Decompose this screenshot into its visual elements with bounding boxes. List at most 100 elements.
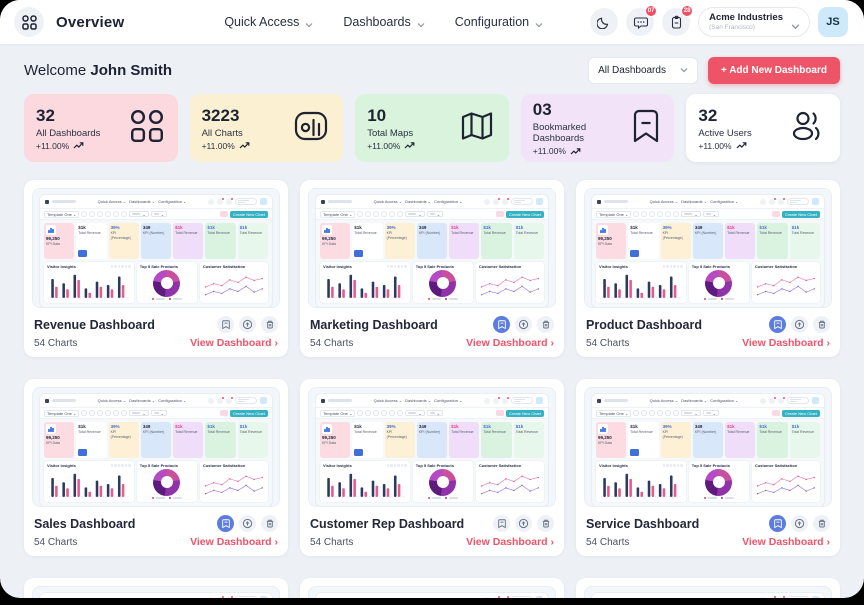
thumb-mini-navbar: Quick Access ⌄Dashboards ⌄Configuration … [316,593,548,598]
dashboard-card-partial[interactable]: Quick Access ⌄Dashboards ⌄Configuration … [24,578,288,598]
thumb-donut-chart: Top 5 Sale Products [136,461,197,502]
dashboard-card-partial[interactable]: Quick Access ⌄Dashboards ⌄Configuration … [576,578,840,598]
view-dashboard-link[interactable]: View Dashboard › [742,337,830,349]
dashboard-thumbnail: Quick Access ⌄Dashboards ⌄Configuration … [584,387,832,507]
bookmark-icon [221,519,230,529]
stat-delta: +11.00% [36,141,100,151]
stat-label: Bookmarked Dashboards [532,122,587,144]
view-dashboard-link[interactable]: View Dashboard › [190,536,278,548]
stat-card-active-users: 32 Active Users +11.00% [686,94,840,162]
map-icon [461,111,492,140]
dashboard-card-sales-dashboard[interactable]: Quick Access ⌄ Dashboards ⌄ Configuration … [24,379,288,556]
add-new-dashboard-button[interactable]: + Add New Dashboard [707,56,840,84]
delete-button[interactable] [813,316,830,333]
stat-card-total-maps: 10 Total Maps +11.00% [355,94,509,162]
share-button[interactable] [515,515,532,532]
thumb-bar-chart: Visitor Insights [320,262,410,303]
thumb-donut-chart: Top 5 Sale Products [412,461,473,502]
dashboard-card-title: Marketing Dashboard [310,317,438,332]
share-button[interactable] [515,316,532,333]
bookmark-button[interactable] [493,515,510,532]
dashboard-card-customer-rep-dashboard[interactable]: Quick Access ⌄ Dashboards ⌄ Configuration … [300,379,564,556]
trash-icon [818,519,825,528]
share-button[interactable] [239,515,256,532]
stat-card-all-charts: 3223 All Charts +11.00% [189,94,344,162]
user-avatar[interactable]: JS [818,7,848,37]
stat-value: 32 [36,105,55,125]
share-icon [242,518,253,529]
share-button[interactable] [791,515,808,532]
thumb-bar-chart: Visitor Insights [596,461,686,502]
dashboard-card-title: Revenue Dashboard [34,317,155,332]
dashboard-card-revenue-dashboard[interactable]: Quick Access ⌄ Dashboards ⌄ Configuration … [24,180,288,357]
users-icon [792,111,820,140]
chevron-down-icon [305,18,313,28]
dark-mode-toggle[interactable] [590,8,619,36]
share-button[interactable] [239,316,256,333]
org-name: Acme Industries [709,11,783,23]
navbar-actions: 07 28 Acme Industries (San Francisco) [590,5,848,37]
view-dashboard-link[interactable]: View Dashboard › [190,337,278,349]
charts-count: 54 Charts [586,536,630,548]
thumb-mini-navbar: Quick Access ⌄Dashboards ⌄Configuration … [592,394,824,407]
stat-value: 32 [698,105,718,125]
tasks-button[interactable]: 28 [662,5,694,36]
dashboard-filter-select[interactable]: All Dashboards [588,56,698,84]
thumb-donut-chart: Top 5 Sale Products [412,262,473,303]
dashboard-card-marketing-dashboard[interactable]: Quick Access ⌄ Dashboards ⌄ Configuration … [300,180,564,357]
thumb-toolbar: Template One ⌄ ⌄ ⌄ Create New Chart [592,407,824,419]
bookmark-icon [634,109,659,142]
delete-button[interactable] [537,316,554,333]
nav-dashboards[interactable]: Dashboards [343,15,425,29]
delete-button[interactable] [261,316,278,333]
thumb-line-chart: Customer Satisfaction [475,262,544,303]
delete-button[interactable] [537,515,554,532]
stat-delta: +11.00% [367,141,415,151]
view-dashboard-link[interactable]: View Dashboard › [466,337,554,349]
trash-icon [266,519,273,528]
page-title: Overview [56,13,125,31]
messages-button[interactable]: 07 [626,5,658,36]
dashboard-card-product-dashboard[interactable]: Quick Access ⌄ Dashboards ⌄ Configuration … [576,180,840,357]
thumb-kpi-row: 99,250 KPI Data $1k Total Revenue 39% KPI (Pe… [40,220,272,259]
chat-icon [633,16,648,29]
bookmark-button[interactable] [217,515,234,532]
dashboard-card-title: Product Dashboard [586,317,702,332]
dashboard-card-partial[interactable]: Quick Access ⌄Dashboards ⌄Configuration … [300,578,564,598]
thumb-kpi-row: 99,250 KPI Data $1k Total Revenue 39% KPI (Pe… [592,419,824,458]
view-dashboard-link[interactable]: View Dashboard › [466,536,554,548]
thumb-mini-navbar: Quick Access ⌄Dashboards ⌄Configuration … [592,593,824,598]
thumb-toolbar: Template One ⌄ ⌄ ⌄ Create New Chart [316,407,548,419]
org-selector[interactable]: Acme Industries (San Francisco) [698,7,810,37]
delete-button[interactable] [261,515,278,532]
bookmark-button[interactable] [769,515,786,532]
thumb-kpi-row: 99,250 KPI Data $1k Total Revenue 39% KPI (Pe… [316,419,548,458]
bookmark-button[interactable] [769,316,786,333]
stat-label: All Dashboards [36,127,101,139]
charts-count: 54 Charts [310,337,354,349]
bookmark-button[interactable] [493,316,510,333]
nav-configuration[interactable]: Configuration [455,15,543,29]
delete-button[interactable] [813,515,830,532]
bookmark-button[interactable] [217,316,234,333]
grid-icon [130,109,163,142]
thumb-line-chart: Customer Satisfaction [475,461,544,502]
stat-label: Total Maps [367,127,414,139]
dashboard-thumbnail: Quick Access ⌄Dashboards ⌄Configuration … [584,586,832,598]
share-icon [518,518,529,529]
dashboard-card-service-dashboard[interactable]: Quick Access ⌄ Dashboards ⌄ Configuration … [576,379,840,556]
stat-delta: +11.00% [202,141,250,151]
thumb-line-chart: Customer Satisfaction [199,461,268,502]
share-icon [794,319,805,330]
thumb-mini-navbar: Quick Access ⌄Dashboards ⌄Configuration … [316,394,548,407]
thumb-toolbar: Template One ⌄ ⌄ ⌄ Create New Chart [40,407,272,419]
thumb-toolbar: Template One ⌄ ⌄ ⌄ Create New Chart [592,208,824,220]
thumb-bar-chart: Visitor Insights [320,461,410,502]
share-button[interactable] [791,316,808,333]
nav-quick-access[interactable]: Quick Access [224,15,313,29]
thumb-donut-chart: Top 5 Sale Products [136,262,197,303]
view-dashboard-link[interactable]: View Dashboard › [742,536,830,548]
app-logo[interactable] [14,7,44,37]
chevron-down-icon [535,18,543,28]
